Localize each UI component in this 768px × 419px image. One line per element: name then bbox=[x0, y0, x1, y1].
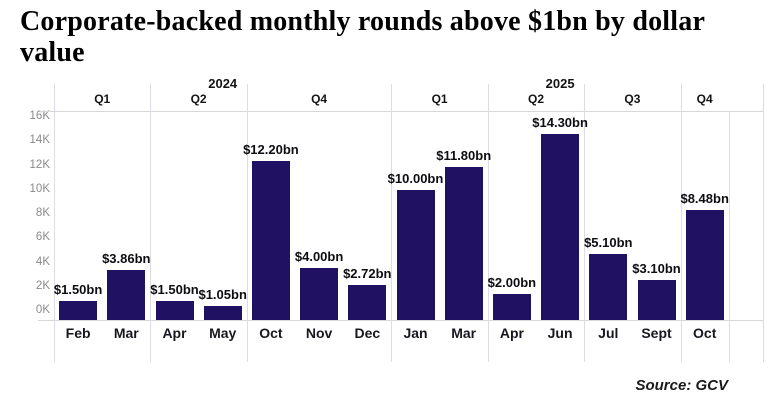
y-axis-tick-label: 10K bbox=[29, 182, 50, 195]
bar-value-label: $12.20bn bbox=[243, 142, 299, 158]
bar bbox=[251, 161, 290, 320]
bar bbox=[637, 279, 676, 320]
month-label: Sept bbox=[641, 325, 672, 341]
y-axis-tick-label: 4K bbox=[35, 255, 50, 268]
bar bbox=[492, 294, 531, 320]
year-label: 2024 bbox=[208, 76, 238, 91]
bar-value-label: $1.50bn bbox=[150, 281, 199, 297]
quarter-label: Q2 bbox=[527, 92, 544, 106]
bar bbox=[589, 253, 628, 320]
month-label: Jul bbox=[598, 325, 619, 341]
month-label: May bbox=[209, 325, 237, 341]
month-label: Dec bbox=[354, 325, 381, 341]
month-label: Mar bbox=[451, 325, 477, 341]
quarter-label: Q1 bbox=[431, 92, 448, 106]
bar-value-label: $11.80bn bbox=[436, 147, 492, 163]
y-axis-tick-label: 0K bbox=[35, 304, 50, 316]
bar bbox=[155, 300, 194, 320]
quarter-divider-line bbox=[391, 84, 393, 362]
quarter-divider-line bbox=[150, 84, 152, 362]
bar bbox=[685, 209, 724, 320]
quarter-divider-line bbox=[584, 84, 586, 362]
quarter-divider-line bbox=[728, 111, 730, 362]
month-label: Oct bbox=[693, 325, 717, 341]
header-separator-line bbox=[40, 111, 763, 112]
quarter-divider-line bbox=[487, 84, 489, 362]
bar-value-label: $2.72bn bbox=[343, 265, 392, 281]
y-axis-tick-label: 8K bbox=[35, 207, 50, 219]
bar bbox=[396, 190, 435, 320]
month-label: Apr bbox=[499, 325, 524, 341]
month-label: Jun bbox=[547, 325, 573, 341]
month-label: Nov bbox=[305, 325, 333, 341]
quarter-label: Q1 bbox=[94, 92, 111, 106]
bar-value-label: $3.10bn bbox=[632, 260, 681, 276]
bar-value-label: $3.86bn bbox=[102, 250, 151, 266]
y-axis-tick-label: 16K bbox=[29, 110, 50, 122]
bar bbox=[541, 134, 580, 320]
axis-baseline bbox=[38, 320, 763, 321]
bar bbox=[107, 269, 146, 320]
bar bbox=[348, 284, 387, 320]
bar bbox=[203, 306, 242, 321]
plot-border-line bbox=[763, 84, 764, 362]
bar-value-label: $2.00bn bbox=[487, 275, 537, 290]
quarter-divider-line bbox=[246, 84, 248, 362]
bar bbox=[300, 268, 339, 320]
y-axis-tick-label: 14K bbox=[29, 134, 50, 147]
bar-value-label: $8.48bn bbox=[680, 190, 729, 206]
bar-value-label: $10.00bn bbox=[387, 171, 444, 186]
month-label: Feb bbox=[65, 325, 91, 341]
quarter-label: Q3 bbox=[624, 92, 641, 106]
quarter-label: Q4 bbox=[696, 92, 713, 106]
y-axis-tick-label: 6K bbox=[35, 231, 50, 244]
bar-value-label: $1.50bn bbox=[53, 281, 103, 297]
bar bbox=[444, 166, 483, 320]
quarter-divider-line bbox=[680, 84, 682, 362]
bar bbox=[59, 300, 98, 320]
quarter-label: Q2 bbox=[190, 92, 207, 106]
quarter-divider-line bbox=[54, 84, 55, 362]
bar-value-label: $14.30bn bbox=[532, 115, 588, 131]
chart-title: Corporate-backed monthly rounds above $1… bbox=[20, 6, 705, 68]
year-label: 2025 bbox=[545, 76, 575, 91]
y-axis-tick-label: 2K bbox=[35, 279, 50, 292]
month-label: Jan bbox=[403, 325, 428, 341]
month-label: Oct bbox=[259, 325, 283, 341]
bar-value-label: $4.00bn bbox=[294, 249, 344, 264]
month-label: Mar bbox=[113, 325, 139, 341]
bar-value-label: $5.10bn bbox=[584, 234, 633, 250]
source-credit: Source: GCV bbox=[635, 377, 728, 394]
quarter-label: Q4 bbox=[311, 92, 328, 106]
month-label: Apr bbox=[162, 325, 187, 341]
y-axis-tick-label: 12K bbox=[29, 158, 50, 171]
bar-value-label: $1.05bn bbox=[198, 287, 247, 303]
